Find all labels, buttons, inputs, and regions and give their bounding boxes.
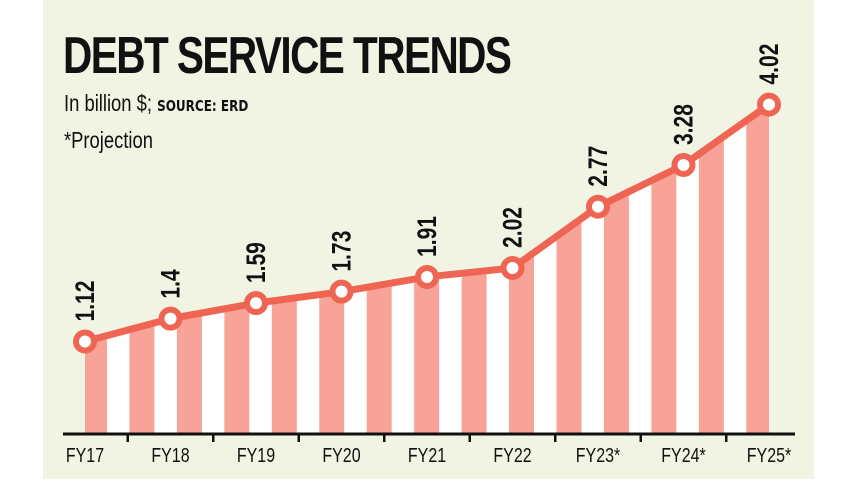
area-stripe <box>746 104 769 433</box>
area-stripe <box>461 104 487 433</box>
data-label: 2.02 <box>498 207 528 248</box>
area-stripe <box>651 104 677 433</box>
data-label: 1.73 <box>327 231 357 272</box>
x-tick-label: FY25* <box>747 444 791 466</box>
area-stripe <box>85 104 107 433</box>
data-label: 4.02 <box>755 44 785 85</box>
data-label: 1.12 <box>71 281 101 322</box>
data-point <box>671 153 696 178</box>
data-point <box>415 264 439 289</box>
area-stripe <box>366 104 392 433</box>
x-tick-label: FY20 <box>322 444 360 466</box>
x-tick-label: FY22 <box>493 444 531 466</box>
data-label: 1.91 <box>413 216 443 257</box>
chart-title: DEBT SERVICE TRENDS <box>63 27 512 85</box>
data-point <box>586 194 610 219</box>
area-stripe <box>224 104 250 433</box>
chart-subtitle: In billion $; SOURCE: ERD <box>64 90 248 117</box>
area-stripe <box>698 104 724 433</box>
x-tick-label: FY17 <box>66 444 104 466</box>
data-point <box>500 255 525 280</box>
projection-note: *Projection <box>64 127 153 153</box>
data-label: 1.4 <box>156 269 186 299</box>
x-tick-label: FY19 <box>237 444 275 466</box>
area-stripe <box>319 104 345 433</box>
x-tick-label: FY24* <box>661 444 705 466</box>
data-label: 1.59 <box>242 242 272 283</box>
area-stripe <box>176 104 202 433</box>
area-stripe <box>603 104 629 433</box>
source-label: SOURCE: ERD <box>157 97 249 115</box>
data-point <box>757 92 781 117</box>
x-tick-label: FY23* <box>576 444 620 466</box>
data-point <box>73 329 97 354</box>
data-point <box>158 306 183 331</box>
data-label: 2.77 <box>584 146 614 187</box>
area-stripe <box>271 104 297 433</box>
unit-label: In billion $; <box>64 90 152 116</box>
x-tick-label: FY21 <box>408 444 446 466</box>
data-point <box>244 291 268 316</box>
data-point <box>329 279 354 304</box>
area-stripe <box>556 104 582 433</box>
x-tick-label: FY18 <box>151 444 189 466</box>
area-stripe <box>129 104 155 433</box>
data-label: 3.28 <box>669 104 699 145</box>
